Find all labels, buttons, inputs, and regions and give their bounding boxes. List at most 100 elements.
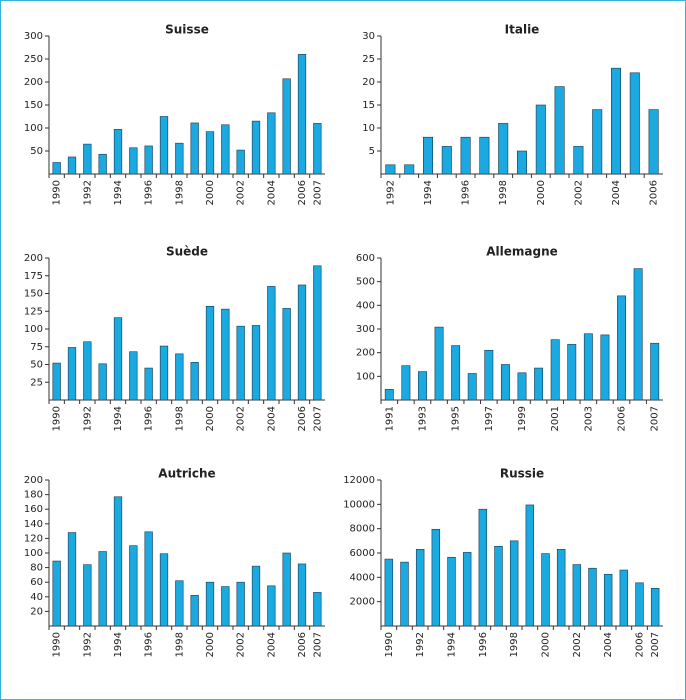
bar: [282, 78, 291, 175]
bar: [98, 153, 107, 175]
x-tick-label: 2000: [541, 632, 552, 657]
x-tick-label: 1998: [498, 180, 509, 205]
bar: [509, 540, 519, 627]
y-tick-label: 150: [24, 289, 43, 300]
bar: [205, 305, 215, 401]
bar: [205, 581, 215, 627]
bar: [500, 364, 510, 401]
bar: [572, 564, 582, 627]
x-tick-label: 1994: [447, 632, 458, 657]
y-tick-label: 160: [24, 504, 43, 515]
x-tick-label: 2002: [236, 406, 247, 431]
y-tick-label: 100: [356, 371, 375, 382]
y-tick-label: 4000: [350, 572, 375, 583]
bar: [251, 325, 261, 401]
x-tick-label: 1996: [478, 632, 489, 657]
y-tick-label: 140: [24, 519, 43, 530]
y-tick-label: 60: [30, 577, 43, 588]
y-tick-label: 100: [24, 324, 43, 335]
y-tick-label: 40: [30, 592, 43, 603]
bar: [98, 363, 107, 401]
y-tick-label: 400: [356, 300, 375, 311]
bar: [479, 136, 490, 175]
bar: [159, 116, 169, 175]
bar: [297, 284, 307, 401]
chart-title: Russie: [500, 467, 544, 481]
y-tick-label: 150: [24, 100, 43, 111]
bar: [588, 567, 597, 627]
bar: [113, 317, 123, 401]
bar: [534, 367, 544, 401]
bar: [541, 553, 550, 627]
y-tick-label: 500: [356, 277, 375, 288]
bar: [52, 560, 61, 627]
bar: [610, 67, 621, 175]
bar: [144, 145, 153, 175]
bar: [583, 333, 593, 401]
y-tick-label: 100: [24, 123, 43, 134]
bar: [282, 552, 291, 627]
y-tick-label: 200: [356, 348, 375, 359]
x-tick-label: 2007: [650, 406, 661, 431]
y-tick-label: 80: [30, 563, 43, 574]
bar: [297, 563, 307, 627]
bar: [400, 561, 409, 627]
x-tick-label: 2004: [266, 632, 277, 657]
bar: [619, 569, 629, 627]
bar: [603, 573, 613, 627]
bar: [498, 123, 509, 175]
bar: [52, 162, 61, 175]
bar: [205, 131, 215, 175]
x-tick-label: 2007: [650, 632, 661, 657]
bar: [267, 112, 276, 175]
y-tick-label: 300: [356, 324, 375, 335]
x-tick-label: 2000: [205, 406, 216, 431]
bar: [175, 580, 184, 627]
bar: [447, 556, 456, 627]
x-tick-label: 1990: [52, 180, 63, 205]
x-tick-label: 1994: [113, 406, 124, 431]
bar: [67, 156, 77, 175]
x-tick-label: 1994: [113, 632, 124, 657]
x-tick-label: 1996: [144, 406, 155, 431]
x-tick-label: 2002: [236, 180, 247, 205]
x-tick-label: 2004: [611, 180, 622, 205]
y-tick-label: 25: [362, 54, 375, 65]
bar: [236, 581, 245, 627]
bar: [313, 265, 322, 401]
bar: [129, 545, 138, 627]
x-tick-label: 2001: [550, 406, 561, 431]
x-tick-label: 2000: [205, 632, 216, 657]
x-tick-label: 1998: [174, 632, 185, 657]
y-tick-label: 120: [24, 533, 43, 544]
bar: [190, 595, 199, 627]
bar: [129, 351, 138, 401]
x-tick-label: 2002: [573, 180, 584, 205]
bar: [650, 587, 660, 627]
y-tick-label: 2000: [350, 597, 375, 608]
bar: [236, 325, 245, 401]
bar: [221, 586, 230, 627]
x-tick-label: 1996: [144, 632, 155, 657]
x-tick-label: 1992: [82, 406, 93, 431]
y-tick-label: 6000: [350, 548, 375, 559]
x-tick-label: 1993: [417, 406, 428, 431]
bar: [441, 146, 452, 175]
y-tick-label: 200: [24, 77, 43, 88]
bar: [635, 582, 644, 627]
bar: [633, 268, 643, 401]
y-tick-label: 100: [24, 548, 43, 559]
bar: [282, 308, 291, 401]
bar: [175, 142, 184, 175]
bar: [629, 72, 640, 175]
bar: [52, 362, 61, 401]
bar: [617, 295, 626, 401]
bar: [422, 136, 433, 175]
bar: [467, 373, 477, 401]
y-tick-label: 200: [24, 475, 43, 486]
y-tick-label: 180: [24, 490, 43, 501]
bar: [83, 341, 92, 401]
bar: [98, 551, 107, 627]
bar: [592, 109, 603, 175]
